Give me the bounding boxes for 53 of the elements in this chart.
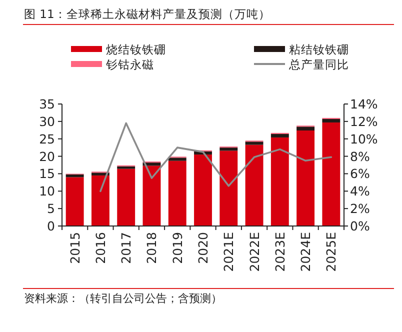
y-tick-label: 5 [47, 201, 55, 216]
bar [66, 177, 84, 226]
x-tick-label: 2021E [221, 232, 236, 272]
bar [142, 166, 161, 226]
bar [66, 174, 84, 178]
x-tick-label: 2023E [272, 232, 288, 272]
bar [220, 148, 238, 151]
legend-label: 烧结钕铁硼 [106, 42, 166, 56]
x-tick-label: 2015 [67, 232, 82, 264]
x-tick-label: 2020 [196, 232, 210, 264]
legend-label: 总产量同比 [288, 58, 349, 72]
bar [296, 130, 315, 226]
bar [322, 122, 340, 226]
bar [168, 158, 186, 161]
x-tick-label: 2017 [118, 232, 134, 264]
bar [117, 166, 136, 169]
y-tick-label: 10 [39, 184, 56, 199]
line-series [100, 122, 332, 192]
y-tick-label: 0 [47, 218, 56, 234]
y-tick-label: 20 [39, 148, 56, 164]
y2-tick-label: 0% [350, 218, 370, 234]
bar [322, 118, 340, 122]
y2-tick-label: 10% [350, 131, 378, 146]
legend-label: 粘结钕铁硼 [289, 42, 349, 56]
text: 资料来源：（转引自公司公告；含预测） [24, 292, 222, 305]
y2-tick-label: 4% [350, 184, 370, 199]
bar [245, 142, 264, 145]
bar [117, 168, 136, 226]
bar [220, 150, 238, 226]
bar [245, 144, 264, 226]
bar [194, 154, 212, 226]
x-tick-label: 2024E [298, 232, 314, 272]
y2-tick-label: 14% [350, 96, 378, 112]
legend-label: 钐钴永磁 [105, 58, 154, 72]
y-tick-label: 15 [39, 166, 55, 182]
y-tick-label: 25 [39, 131, 55, 146]
x-tick-label: 2018 [144, 232, 160, 264]
bar [270, 137, 289, 226]
y2-tick-label: 2% [350, 201, 370, 216]
x-tick-label: 2019 [170, 232, 185, 264]
x-tick-label: 2022E [246, 232, 262, 272]
y2-tick-label: 12% [350, 114, 378, 129]
y-tick-label: 35 [39, 96, 55, 112]
bar [91, 175, 110, 226]
bar [296, 126, 315, 130]
bar [270, 134, 289, 138]
y2-tick-label: 8% [350, 148, 370, 164]
y-tick-label: 30 [39, 114, 56, 129]
chart-title: 图 11：全球稀土永磁材料产量及预测（万吨） [24, 7, 270, 21]
x-tick-label: 2016 [92, 232, 108, 264]
bar [168, 160, 186, 226]
x-tick-label: 2025E [324, 232, 339, 272]
y2-tick-label: 6% [350, 166, 370, 182]
